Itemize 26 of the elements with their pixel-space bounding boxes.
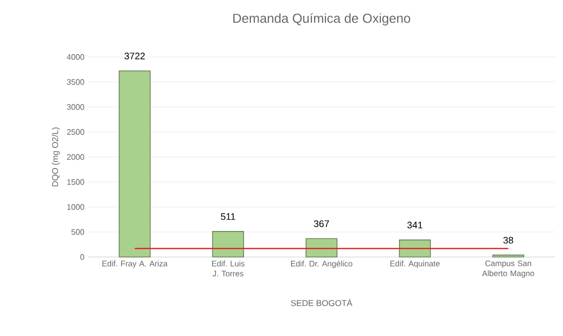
- x-tick-label: Edif. Fray A. Ariza: [102, 260, 168, 268]
- x-axis-title: SEDE BOGOTÁ: [290, 298, 352, 306]
- x-tick-label: Campus San Alberto Magno: [482, 260, 534, 278]
- data-label: 38: [503, 236, 514, 244]
- bar: [306, 238, 338, 258]
- chart-title: Demanda Química de Oxigeno: [233, 13, 410, 26]
- bar: [118, 70, 151, 258]
- x-tick-label: Edif. Aquinate: [390, 260, 440, 268]
- y-tick-label: 2500: [67, 129, 84, 135]
- x-tick-label: Edif. Dr. Angélico: [291, 260, 352, 268]
- y-axis-title: DQO (mg O2/L): [52, 128, 60, 186]
- y-tick-label: 0: [80, 254, 84, 260]
- y-tick-label: 500: [71, 229, 84, 235]
- data-label: 3722: [124, 52, 145, 60]
- y-tick-label: 1000: [67, 204, 84, 210]
- y-tick-label: 4000: [66, 54, 84, 60]
- x-tick-label: Edif. Luis J. Torres: [212, 260, 244, 276]
- y-tick-label: 3000: [66, 104, 84, 110]
- bar: [398, 240, 431, 258]
- y-tick-label: 2000: [67, 154, 84, 160]
- data-label: 511: [220, 213, 236, 220]
- data-label: 341: [407, 222, 422, 228]
- y-tick-label: 1500: [67, 179, 84, 185]
- bar: [212, 231, 244, 258]
- y-tick-label: 3500: [66, 79, 84, 85]
- data-label: 367: [314, 220, 329, 228]
